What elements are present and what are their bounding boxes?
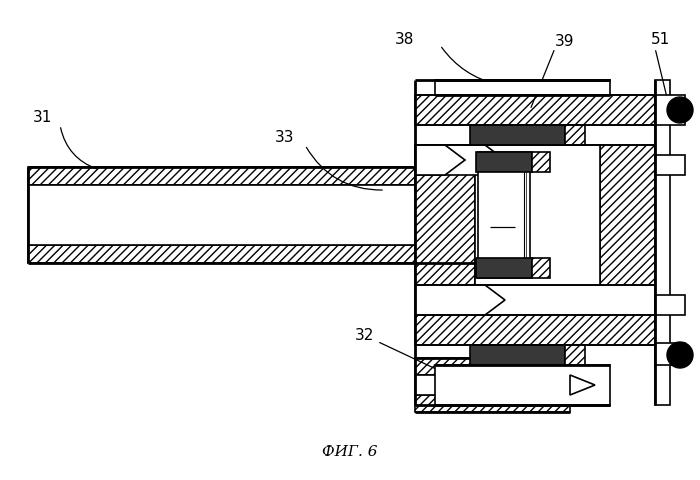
Bar <box>476 258 532 278</box>
Bar <box>565 345 585 365</box>
Bar <box>478 152 530 278</box>
Text: 31: 31 <box>32 110 52 125</box>
Text: 32: 32 <box>355 328 466 384</box>
Bar <box>565 125 585 145</box>
Bar <box>532 258 550 278</box>
Text: ФИГ. 6: ФИГ. 6 <box>322 445 378 459</box>
Bar <box>415 375 570 395</box>
Polygon shape <box>415 145 505 175</box>
Text: 51: 51 <box>650 33 670 48</box>
Text: 35: 35 <box>490 211 510 226</box>
Circle shape <box>667 97 693 123</box>
Bar <box>476 152 532 172</box>
Bar <box>470 345 565 365</box>
Bar <box>435 80 610 95</box>
Bar <box>655 343 685 365</box>
Polygon shape <box>415 145 465 175</box>
Bar <box>415 95 655 125</box>
Polygon shape <box>415 358 570 375</box>
Bar <box>655 95 685 125</box>
Bar <box>415 315 655 345</box>
Bar <box>435 365 610 405</box>
Bar <box>415 145 475 285</box>
Bar <box>600 145 655 285</box>
Polygon shape <box>28 167 490 185</box>
Text: 33: 33 <box>275 131 295 145</box>
Bar <box>475 145 600 285</box>
Text: 39: 39 <box>555 35 575 49</box>
Polygon shape <box>28 245 490 263</box>
Text: 38: 38 <box>395 33 414 48</box>
Bar <box>470 125 565 145</box>
Bar <box>655 155 685 175</box>
Polygon shape <box>415 285 505 315</box>
Bar <box>532 152 550 172</box>
Bar <box>655 295 685 315</box>
Polygon shape <box>570 375 595 395</box>
Polygon shape <box>415 395 570 412</box>
Circle shape <box>667 342 693 368</box>
Bar <box>655 80 670 405</box>
Bar <box>28 185 490 245</box>
